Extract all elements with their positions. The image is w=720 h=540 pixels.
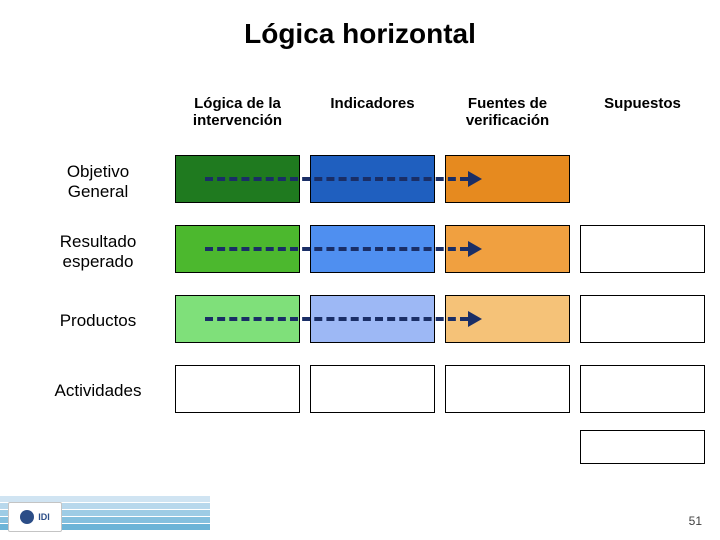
column-header-logica: Lógica de la intervención — [175, 95, 300, 130]
row-label-actividades: Actividades — [28, 381, 168, 401]
cell-actividades-fuentes — [445, 365, 570, 413]
cell-resultado-fuentes — [445, 225, 570, 273]
logo-text: IDI — [38, 512, 50, 522]
cell-productos-logica — [175, 295, 300, 343]
cell-objetivo-logica — [175, 155, 300, 203]
column-header-fuentes: Fuentes de verificación — [445, 95, 570, 130]
row-label-productos: Productos — [28, 311, 168, 331]
cell-actividades-logica — [175, 365, 300, 413]
logo-icon — [20, 510, 34, 524]
cell-productos-supuestos — [580, 295, 705, 343]
cell-objetivo-indicadores — [310, 155, 435, 203]
idi-logo: IDI — [8, 502, 62, 532]
cell-resultado-supuestos — [580, 225, 705, 273]
column-header-indicadores: Indicadores — [310, 95, 435, 112]
row-label-resultado: Resultado esperado — [28, 232, 168, 271]
cell-actividades-indicadores — [310, 365, 435, 413]
extra-cell-0 — [580, 430, 705, 464]
cell-productos-indicadores — [310, 295, 435, 343]
page-title: Lógica horizontal — [0, 18, 720, 50]
row-label-objetivo: Objetivo General — [28, 162, 168, 201]
cell-objetivo-fuentes — [445, 155, 570, 203]
column-header-supuestos: Supuestos — [580, 95, 705, 112]
cell-resultado-logica — [175, 225, 300, 273]
cell-actividades-supuestos — [580, 365, 705, 413]
page-number: 51 — [689, 514, 702, 528]
cell-resultado-indicadores — [310, 225, 435, 273]
cell-productos-fuentes — [445, 295, 570, 343]
